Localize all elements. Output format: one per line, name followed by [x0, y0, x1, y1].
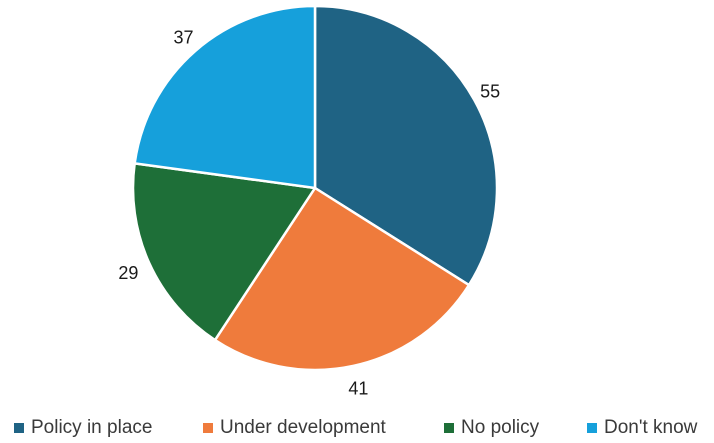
legend-swatch-under-development [203, 423, 213, 433]
pie-slice-under-development [213, 186, 471, 372]
data-label-policy-in-place: 55 [480, 81, 500, 101]
legend-item-dont-know: Don't know [587, 416, 697, 440]
legend-swatch-dont-know [587, 423, 597, 433]
pie-chart: 55 41 29 37 [118, 4, 500, 398]
pie-slice-no-policy [131, 162, 317, 342]
pie-slice-dont-know [133, 4, 317, 190]
legend-item-policy-in-place: Policy in place [14, 416, 152, 440]
legend-swatch-no-policy [444, 423, 454, 433]
data-label-under-development: 41 [348, 378, 368, 398]
legend-label-under-development: Under development [220, 417, 386, 438]
data-labels: 55 41 29 37 [118, 27, 500, 398]
pie-slices [131, 4, 499, 372]
legend-item-under-development: Under development [203, 416, 386, 440]
legend-swatch-policy-in-place [14, 423, 24, 433]
legend-item-no-policy: No policy [444, 416, 539, 440]
legend-label-dont-know: Don't know [604, 417, 698, 438]
data-label-no-policy: 29 [118, 263, 138, 283]
data-label-dont-know: 37 [173, 27, 193, 47]
legend-label-policy-in-place: Policy in place [31, 417, 153, 438]
legend: Policy in place Under development No pol… [0, 416, 714, 440]
legend-label-no-policy: No policy [461, 417, 540, 438]
